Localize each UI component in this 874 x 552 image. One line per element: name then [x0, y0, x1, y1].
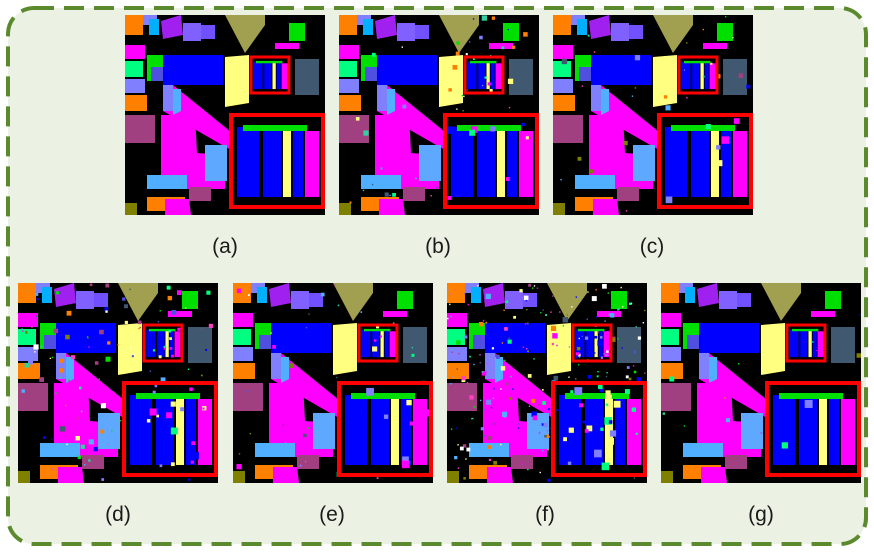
panel-b-map	[339, 15, 539, 215]
panel-g-map	[661, 283, 861, 483]
panel-g-caption: (g)	[748, 503, 774, 526]
panel-b-caption: (b)	[425, 235, 451, 258]
panel-c-map	[553, 15, 753, 215]
panel-f-map	[447, 283, 647, 483]
panel-d-caption: (d)	[105, 503, 131, 526]
panel-f-caption: (f)	[535, 503, 555, 526]
panel-a-caption: (a)	[212, 235, 238, 258]
panel-e-map	[233, 283, 433, 483]
panel-c-caption: (c)	[639, 235, 665, 258]
panel-d-map	[18, 283, 218, 483]
panel-e-caption: (e)	[319, 503, 345, 526]
panel-a-map	[125, 15, 325, 215]
